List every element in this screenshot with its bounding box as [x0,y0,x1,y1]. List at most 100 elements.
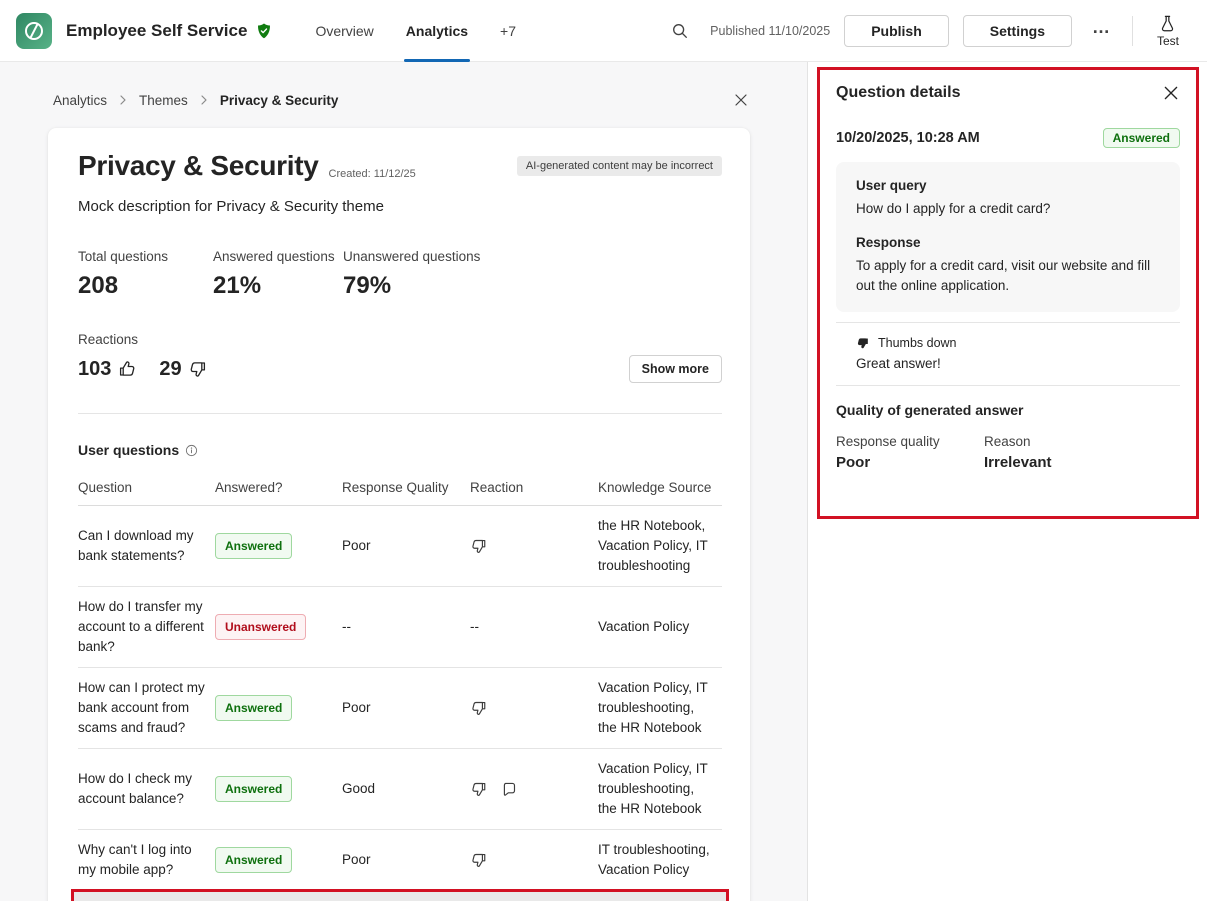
close-icon [1164,86,1178,100]
user-query-text: How do I apply for a credit card? [856,201,1051,216]
response-quality-block: Response quality Poor [836,434,984,471]
breadcrumb: Analytics Themes Privacy & Security [0,62,807,108]
close-icon [735,94,747,106]
col-response-quality: Response Quality [342,480,449,495]
stat-answered-questions: Answered questions 21% [213,249,335,299]
knowledge-source-cell: IT troubleshooting, Vacation Policy [598,842,710,877]
feedback-type-label: Thumbs down [878,336,957,350]
user-questions-table: Question Answered? Response Quality Reac… [71,472,729,901]
table-row[interactable]: How do I transfer my account to a differ… [78,587,722,668]
question-cell: How do I check my account balance? [78,771,193,806]
response-quality-cell: -- [342,619,351,634]
reactions-row: 103 29 Show more [78,355,722,383]
table-row[interactable]: How do I apply for a credit card? Answer… [71,889,729,901]
answered-badge: Answered [215,695,293,721]
reaction-cell [470,537,598,555]
status-badge: Answered [1102,128,1180,148]
table-row[interactable]: Why can't I log into my mobile app? Answ… [78,830,722,891]
settings-button[interactable]: Settings [962,14,1072,47]
thumbs-up-icon [120,361,135,376]
response-label: Response [856,235,921,250]
breadcrumb-themes[interactable]: Themes [139,92,188,108]
ai-disclaimer-badge: AI-generated content may be incorrect [516,156,722,176]
question-details-title: Question details [836,84,961,101]
response-quality-cell: Good [342,781,376,796]
knowledge-source-cell: Vacation Policy, IT troubleshooting, the… [598,761,708,816]
reaction-cell: -- [470,619,479,634]
thumbs-down-icon [190,362,205,377]
theme-title: Privacy & Security [78,150,319,181]
answered-badge: Unanswered [215,614,307,640]
question-cell: Why can't I log into my mobile app? [78,842,192,877]
search-icon [673,23,688,38]
theme-created-date: Created: 11/12/25 [328,168,416,180]
flask-icon [1162,15,1174,31]
reaction-cell [470,699,598,717]
col-answered: Answered? [215,480,283,495]
table-row[interactable]: How do I check my account balance? Answe… [78,749,722,830]
answered-badge: Answered [215,533,293,559]
table-row[interactable]: Can I download my bank statements? Answe… [78,506,722,587]
quality-section-title: Quality of generated answer [836,402,1024,418]
more-options-button[interactable]: … [1086,15,1118,47]
answered-badge: Answered [215,847,293,873]
breadcrumb-analytics[interactable]: Analytics [53,92,108,108]
chevron-right-icon [117,94,129,106]
tab-overview[interactable]: Overview [315,22,374,39]
test-button[interactable]: Test [1147,14,1189,48]
show-more-button[interactable]: Show more [628,355,722,383]
analytics-pane: Analytics Themes Privacy & Security Priv… [0,62,808,901]
col-knowledge-source: Knowledge Source [598,480,712,495]
section-divider [78,413,722,414]
response-text: To apply for a credit card, visit our we… [856,258,1151,293]
question-cell: Can I download my bank statements? [78,528,194,563]
app-title: Employee Self Service [66,20,248,40]
thumbs-down-icon [470,780,488,798]
search-button[interactable] [664,15,696,47]
reaction-cell [470,851,598,869]
query-response-card: User query How do I apply for a credit c… [836,162,1180,312]
user-questions-rows: Can I download my bank statements? Answe… [71,506,729,901]
thumbs-down-icon [470,699,488,717]
more-icon: … [1091,16,1112,37]
response-quality-cell: Poor [342,538,371,553]
user-query-label: User query [856,178,927,193]
chevron-right-icon [198,94,210,106]
theme-description: Mock description for Privacy & Security … [78,198,384,215]
thumbs-down-icon [470,851,488,869]
col-question: Question [78,480,133,495]
app-logo-icon [16,12,52,49]
tab-overflow-plus7[interactable]: +7 [500,22,517,39]
knowledge-source-cell: the HR Notebook, Vacation Policy, IT tro… [598,518,708,573]
reactions-label: Reactions [78,332,139,347]
theme-stats: Total questions 208 Answered questions 2… [78,249,722,300]
response-quality-cell: Poor [342,700,371,715]
feedback-comment: Great answer! [856,356,941,371]
panel-divider [836,322,1180,323]
stat-total-questions: Total questions 208 [78,249,169,299]
breadcrumb-current: Privacy & Security [219,92,339,108]
theme-detail-card: Privacy & Security Created: 11/12/25 AI-… [48,128,750,901]
table-row[interactable]: How can I protect my bank account from s… [78,668,722,749]
publish-button[interactable]: Publish [844,14,949,47]
close-theme-button[interactable] [733,92,749,108]
close-details-button[interactable] [1162,84,1180,102]
response-quality-cell: Poor [342,852,371,867]
info-icon[interactable] [185,444,198,457]
reason-value: Irrelevant [984,454,1052,471]
knowledge-source-cell: Vacation Policy [598,619,690,634]
stat-unanswered-questions: Unanswered questions 79% [343,249,481,299]
tab-analytics[interactable]: Analytics [390,0,484,62]
reaction-cell [470,780,598,798]
response-quality-value: Poor [836,454,871,471]
col-reaction: Reaction [470,480,524,495]
knowledge-source-cell: Vacation Policy, IT troubleshooting, the… [598,680,708,735]
question-cell: How can I protect my bank account from s… [78,680,205,735]
reason-block: Reason Irrelevant [984,434,1132,471]
panel-divider [836,385,1180,386]
right-pane: Question details 10/20/2025, 10:28 AM An… [808,62,1207,901]
header-divider [1131,15,1133,46]
published-status: Published 11/10/2025 [710,23,831,38]
comment-icon [500,780,518,798]
thumbs-down-filled-icon [857,338,868,349]
